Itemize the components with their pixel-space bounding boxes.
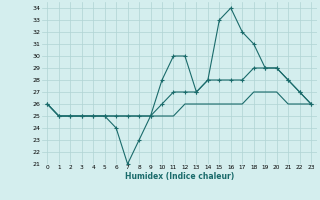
X-axis label: Humidex (Indice chaleur): Humidex (Indice chaleur) (124, 172, 234, 181)
